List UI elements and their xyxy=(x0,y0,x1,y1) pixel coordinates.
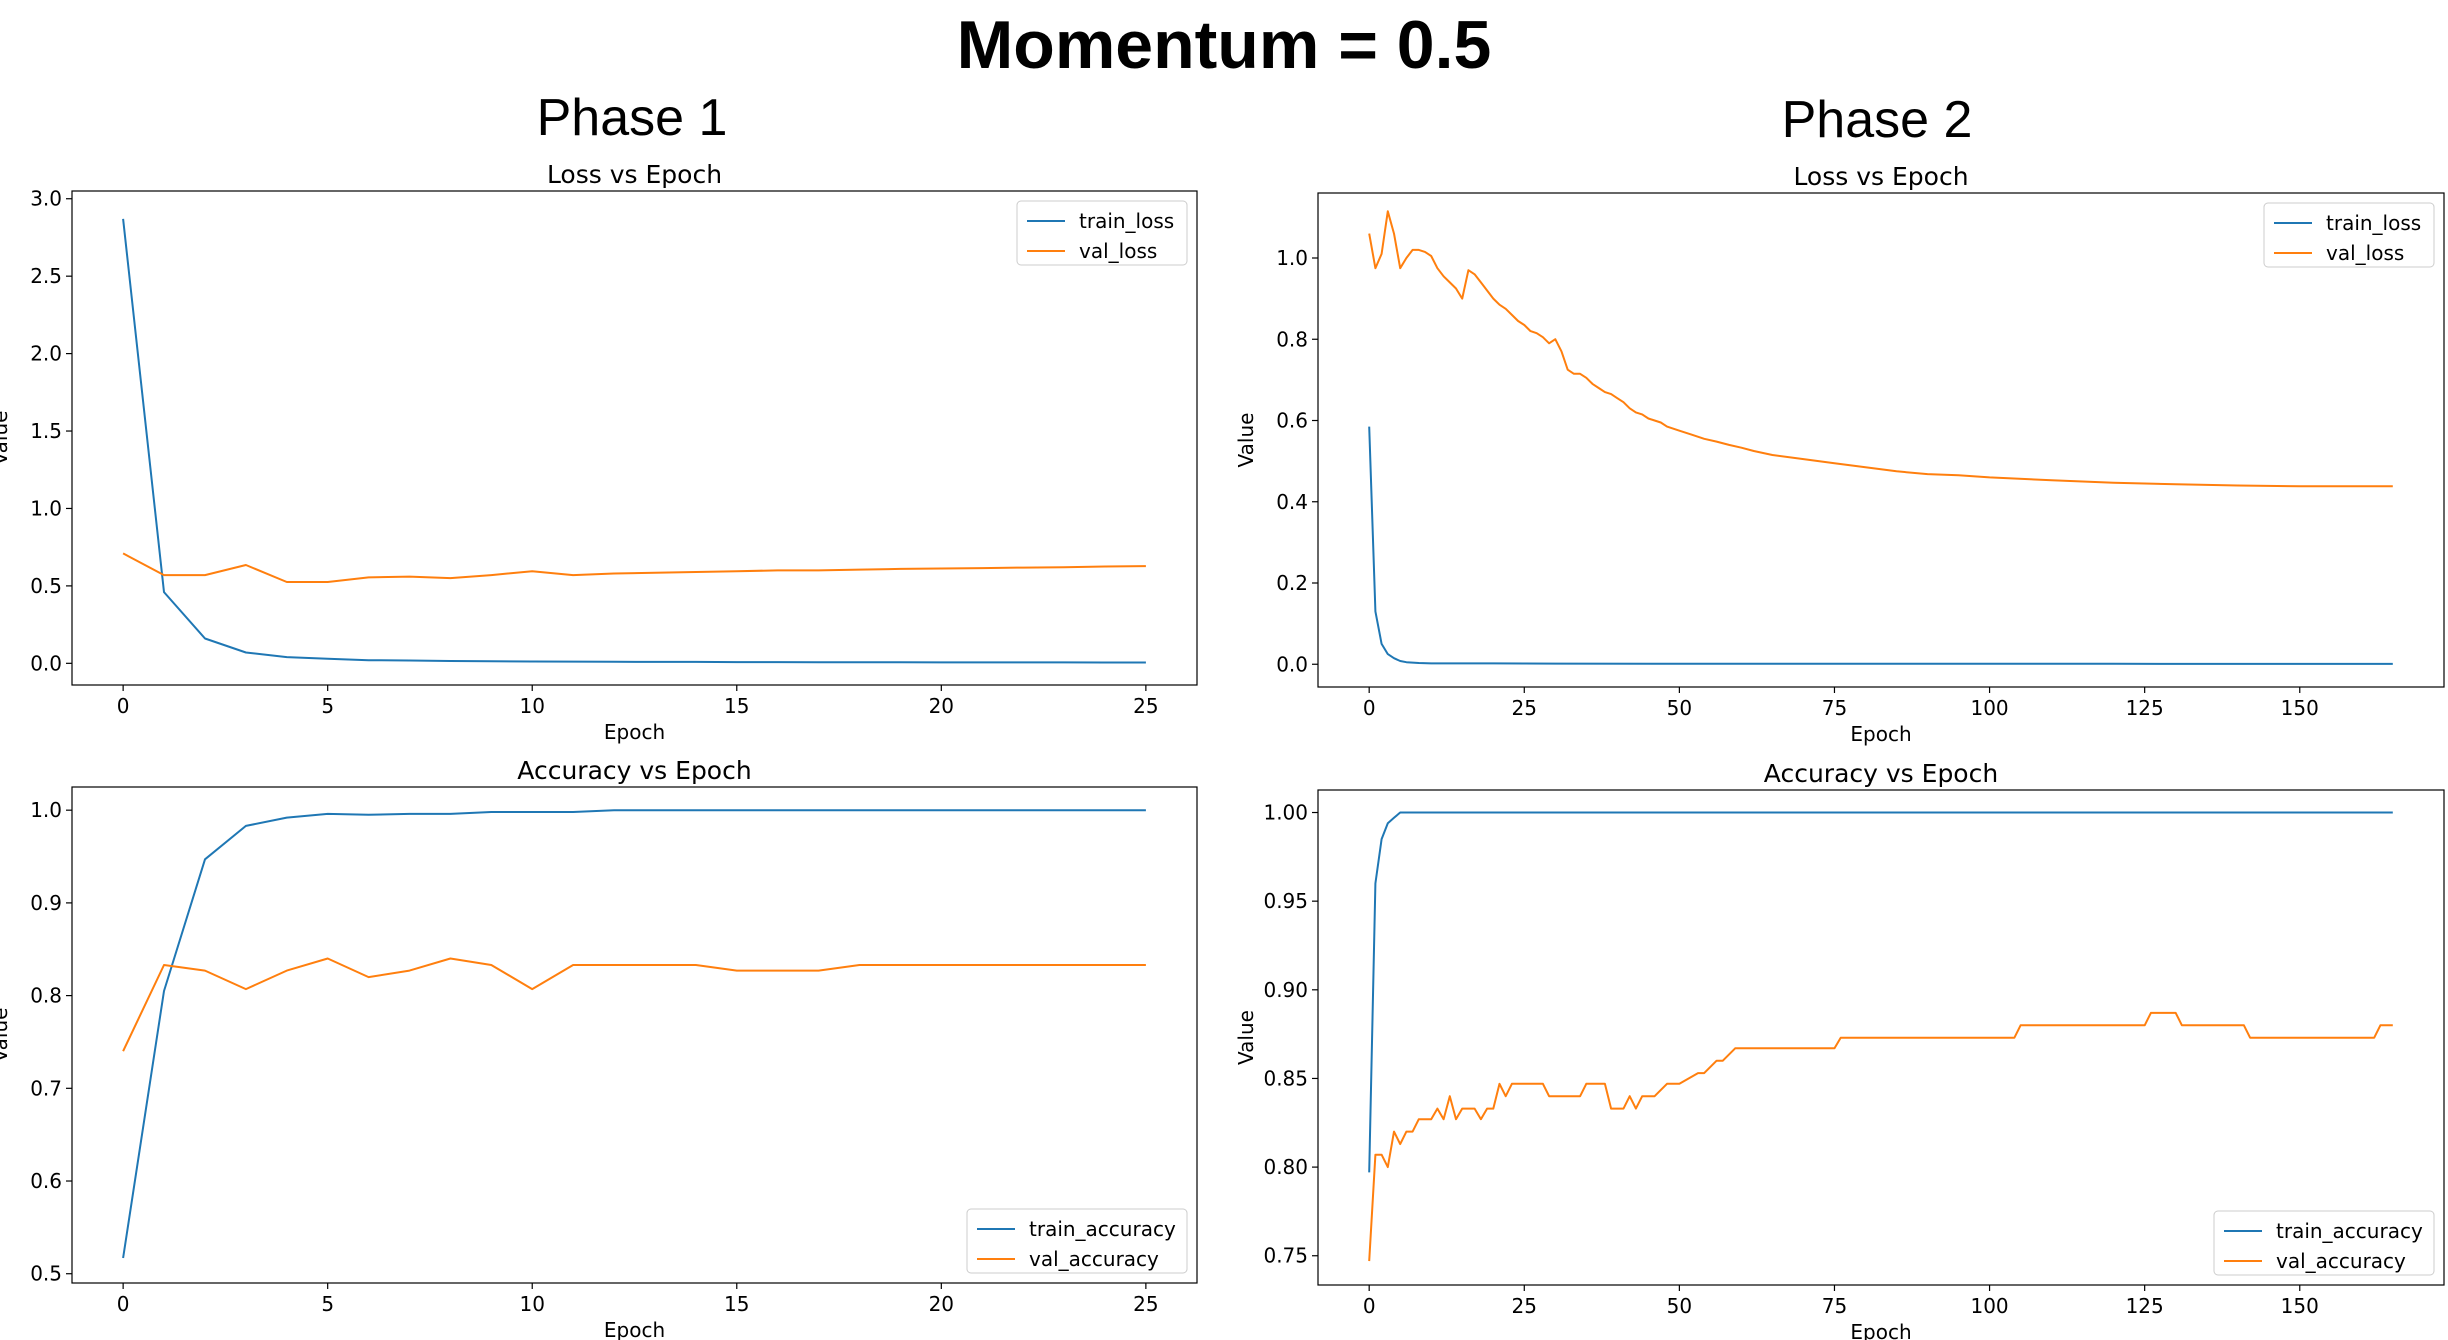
legend-label: train_loss xyxy=(2326,211,2421,235)
series-line-train_loss xyxy=(1368,426,2393,665)
y-tick-label: 0.8 xyxy=(30,984,62,1008)
x-tick-label: 5 xyxy=(321,694,334,718)
x-axis-label: Epoch xyxy=(1850,722,1911,746)
y-tick-label: 0.2 xyxy=(1276,571,1308,595)
y-tick-label: 0.7 xyxy=(30,1076,62,1100)
x-tick-label: 25 xyxy=(1512,1294,1537,1318)
x-tick-label: 15 xyxy=(724,694,749,718)
x-tick-label: 0 xyxy=(1363,1294,1376,1318)
y-tick-label: 1.0 xyxy=(30,496,62,520)
y-tick-label: 0.85 xyxy=(1263,1066,1308,1090)
x-tick-label: 0 xyxy=(117,694,130,718)
legend-label: val_accuracy xyxy=(1029,1247,1159,1271)
y-tick-label: 0.5 xyxy=(30,574,62,598)
series-line-train_accuracy xyxy=(1368,811,2393,1173)
x-tick-label: 50 xyxy=(1667,1294,1692,1318)
y-tick-label: 0.95 xyxy=(1263,889,1308,913)
legend-label: val_loss xyxy=(2326,241,2404,265)
y-axis-label: Value xyxy=(1234,413,1258,468)
x-tick-label: 20 xyxy=(929,1292,954,1316)
legend-label: train_accuracy xyxy=(2276,1219,2423,1243)
y-tick-label: 1.0 xyxy=(30,798,62,822)
legend: train_accuracy val_accuracy xyxy=(2213,1210,2435,1276)
x-tick-label: 150 xyxy=(2281,1294,2319,1318)
x-tick-label: 0 xyxy=(1363,696,1376,720)
phase-2-title: Phase 2 xyxy=(1781,91,1973,149)
chart-4: 0 25 50 75 100 125 150 0.75 0.80 0.85 0.90 0.95 1.00… xyxy=(1234,759,2445,1340)
x-tick-label: 75 xyxy=(1822,696,1847,720)
legend-label: val_accuracy xyxy=(2276,1249,2406,1273)
x-tick-label: 75 xyxy=(1822,1294,1847,1318)
legend-label: val_loss xyxy=(1079,239,1157,263)
y-tick-label: 0.90 xyxy=(1263,978,1308,1002)
x-tick-label: 100 xyxy=(1970,1294,2008,1318)
legend-box xyxy=(2263,202,2435,268)
x-tick-label: 25 xyxy=(1512,696,1537,720)
x-tick-label: 125 xyxy=(2126,1294,2164,1318)
chart-title: Accuracy vs Epoch xyxy=(517,756,751,785)
series-line-val_accuracy xyxy=(122,957,1146,1052)
x-tick-label: 10 xyxy=(520,1292,545,1316)
x-tick-label: 5 xyxy=(321,1292,334,1316)
y-axis-label: Value xyxy=(0,1008,12,1063)
x-tick-label: 20 xyxy=(929,694,954,718)
y-tick-label: 0.0 xyxy=(30,651,62,675)
x-tick-label: 25 xyxy=(1133,1292,1158,1316)
y-tick-label: 0.6 xyxy=(30,1169,62,1193)
figure-title: Momentum = 0.5 xyxy=(956,7,1492,83)
chart-3: 0 5 10 15 20 25 0.5 0.6 0.7 0.8 0.9 1.0 Accuracy vs … xyxy=(0,756,1198,1340)
y-tick-label: 2.5 xyxy=(30,264,62,288)
chart-2: 0 25 50 75 100 125 150 0.0 0.2 0.4 0.6 0.8 1.0 Loss v… xyxy=(1234,162,2445,746)
legend-box xyxy=(966,1208,1188,1274)
y-axis-label: Value xyxy=(0,411,12,466)
plot-frame xyxy=(71,190,1198,686)
phase-1-title: Phase 1 xyxy=(536,89,728,147)
series-line-val_accuracy xyxy=(1368,1011,2393,1262)
y-tick-label: 2.0 xyxy=(30,342,62,366)
plot-frame xyxy=(1317,789,2445,1286)
y-tick-label: 1.00 xyxy=(1263,801,1308,825)
legend: train_loss val_loss xyxy=(2263,202,2435,268)
x-tick-label: 25 xyxy=(1133,694,1158,718)
chart-title: Accuracy vs Epoch xyxy=(1764,759,1998,788)
y-tick-label: 3.0 xyxy=(30,187,62,211)
series-line-train_accuracy xyxy=(122,809,1146,1259)
y-axis-label: Value xyxy=(1234,1010,1258,1065)
series-line-val_loss xyxy=(1368,210,2393,488)
legend: train_loss val_loss xyxy=(1016,200,1188,266)
legend: train_accuracy val_accuracy xyxy=(966,1208,1188,1274)
chart-title: Loss vs Epoch xyxy=(1793,162,1968,191)
chart-1: 0 5 10 15 20 25 0.0 0.5 1.0 1.5 2.0 2.5 3.0 Loss vs E… xyxy=(0,160,1198,744)
x-tick-label: 0 xyxy=(117,1292,130,1316)
x-tick-label: 125 xyxy=(2126,696,2164,720)
y-tick-label: 0.75 xyxy=(1263,1244,1308,1268)
y-tick-label: 0.9 xyxy=(30,891,62,915)
chart-title: Loss vs Epoch xyxy=(547,160,722,189)
legend-box xyxy=(2213,1210,2435,1276)
legend-label: train_loss xyxy=(1079,209,1174,233)
x-tick-label: 50 xyxy=(1667,696,1692,720)
plot-frame xyxy=(71,786,1198,1284)
x-axis-label: Epoch xyxy=(604,720,665,744)
y-tick-label: 0.5 xyxy=(30,1262,62,1286)
x-tick-label: 150 xyxy=(2281,696,2319,720)
y-tick-label: 0.80 xyxy=(1263,1155,1308,1179)
y-tick-label: 0.4 xyxy=(1276,490,1308,514)
x-axis-label: Epoch xyxy=(604,1318,665,1340)
x-tick-label: 10 xyxy=(520,694,545,718)
y-tick-label: 0.8 xyxy=(1276,327,1308,351)
series-line-val_loss xyxy=(122,552,1146,583)
x-tick-label: 15 xyxy=(724,1292,749,1316)
y-tick-label: 1.5 xyxy=(30,419,62,443)
y-tick-label: 1.0 xyxy=(1276,246,1308,270)
x-axis-label: Epoch xyxy=(1850,1320,1911,1340)
series-line-train_loss xyxy=(122,218,1146,664)
legend-box xyxy=(1016,200,1188,266)
y-tick-label: 0.6 xyxy=(1276,409,1308,433)
y-tick-label: 0.0 xyxy=(1276,652,1308,676)
plot-frame xyxy=(1317,192,2445,688)
x-tick-label: 100 xyxy=(1970,696,2008,720)
legend-label: train_accuracy xyxy=(1029,1217,1176,1241)
